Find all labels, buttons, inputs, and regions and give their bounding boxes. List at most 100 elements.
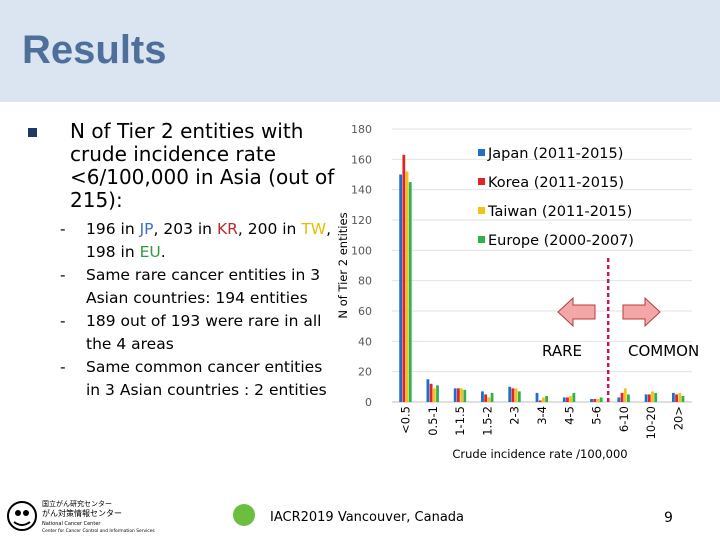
page-number: 9	[664, 510, 673, 526]
sub2-text: Same rare cancer entities in 3 Asian cou…	[86, 266, 321, 307]
y-tick-label: 20	[358, 366, 372, 379]
logo-line-3: National Cancer Center	[42, 521, 101, 527]
bar-1-7	[562, 397, 566, 402]
dash-icon: -	[60, 358, 66, 376]
x-tick-label: 1.5-2	[480, 406, 494, 436]
legend-swatch-4	[478, 236, 485, 243]
bar-4-6	[545, 395, 548, 402]
bar-1-1	[399, 174, 403, 402]
square-bullet-icon	[28, 128, 37, 137]
legend-label-4: Europe (2000-2007)	[488, 233, 634, 249]
bar-4-4	[490, 392, 494, 402]
x-tick-label: 20>	[671, 406, 685, 430]
rare-label: RARE	[542, 342, 582, 360]
bar-2-5	[511, 388, 515, 402]
main-bullet: N of Tier 2 entities with crude incidenc…	[28, 120, 338, 212]
y-axis-title: N of Tier 2 entities	[336, 212, 350, 318]
sub-bullet-3: - 189 out of 193 were rare in all the 4 …	[28, 310, 338, 356]
logo-line-4: Center for Cancer Control and Informatio…	[42, 528, 155, 534]
y-tick-label: 180	[351, 123, 372, 136]
bar-1-3	[453, 388, 457, 402]
bar-2-8	[593, 398, 597, 402]
bar-3-1	[405, 171, 409, 402]
logo-line-2: がん対策情報センター	[42, 508, 122, 518]
ncc-logo: 国立がん研究センター がん対策情報センター National Cancer Ce…	[7, 499, 155, 534]
sub-bullet-4: - Same common cancer entities in 3 Asian…	[28, 356, 338, 402]
bar-4-5	[517, 391, 521, 402]
slide-title: Results	[22, 28, 167, 72]
bar-1-2	[426, 379, 430, 402]
bar-3-9	[623, 388, 627, 402]
sub-bullet-1: - 196 in JP, 203 in KR, 200 in TW, 198 i…	[28, 218, 338, 264]
x-tick-label: 3-4	[535, 406, 549, 425]
legend-swatch-1	[478, 149, 485, 156]
sub1-kr: KR	[216, 220, 238, 238]
bar-3-10	[651, 391, 654, 402]
bar-4-11	[681, 395, 685, 402]
sub3-text: 189 out of 193 were rare in all the 4 ar…	[86, 312, 322, 353]
main-bullet-text: N of Tier 2 entities with crude incidenc…	[70, 119, 335, 212]
sub1-text-g: , 198 in	[86, 220, 332, 261]
bar-1-6	[535, 392, 539, 402]
bar-3-7	[569, 395, 573, 402]
bar-4-7	[572, 392, 576, 402]
bar-1-10	[644, 394, 648, 402]
bar-chart: 0 20 40 60 80 100 120 140 160 180 N of Tier 2 enti…	[336, 123, 699, 461]
x-tick-label: 0.5-1	[426, 406, 440, 436]
sub4-text: Same common cancer entities in 3 Asian c…	[86, 358, 327, 399]
x-tick-label: 4-5	[562, 406, 576, 425]
sub-bullets: - 196 in JP, 203 in KR, 200 in TW, 198 i…	[28, 218, 338, 402]
bar-4-8	[599, 397, 603, 402]
bar-2-7	[566, 397, 569, 402]
y-tick-label: 100	[351, 244, 372, 257]
y-tick-label: 60	[358, 305, 372, 318]
bar-3-4	[487, 397, 491, 402]
footer-text: IACR2019 Vancouver, Canada	[270, 510, 465, 525]
bar-3-8	[596, 398, 600, 402]
legend-swatch-2	[478, 178, 485, 185]
sub1-tw: TW	[301, 220, 327, 238]
bar-1-5	[508, 386, 512, 402]
sub-bullet-2: - Same rare cancer entities in 3 Asian c…	[28, 264, 338, 310]
dash-icon: -	[60, 266, 66, 284]
bar-2-1	[402, 154, 406, 402]
bar-4-1	[408, 182, 412, 402]
iacr-logo-icon	[233, 504, 255, 526]
bar-3-11	[678, 392, 682, 402]
bar-2-3	[456, 388, 460, 402]
left-arrow-icon	[557, 296, 596, 328]
logo-line-1: 国立がん研究センター	[42, 499, 112, 508]
bar-4-2	[436, 385, 439, 402]
sub1-text-c: , 203 in	[153, 220, 217, 238]
bar-2-2	[429, 383, 433, 402]
sub1-text-a: 196 in	[86, 220, 140, 238]
bar-2-9	[620, 392, 624, 402]
bar-2-4	[484, 394, 488, 402]
x-tick-label: 10-20	[644, 406, 658, 439]
y-tick-label: 120	[351, 214, 372, 227]
x-tick-label: 2-3	[508, 406, 522, 425]
dash-icon: -	[60, 312, 66, 330]
sub1-text-e: , 200 in	[237, 220, 302, 238]
bullet-list: N of Tier 2 entities with crude incidenc…	[28, 120, 338, 402]
common-label: COMMON	[628, 342, 699, 360]
y-tick-label: 160	[351, 153, 372, 166]
x-tick-label: <0.5	[399, 406, 413, 434]
y-tick-label: 40	[358, 335, 372, 348]
legend-label-1: Japan (2011-2015)	[487, 146, 623, 162]
bar-2-10	[647, 394, 651, 402]
bar-4-9	[627, 394, 630, 402]
bar-1-11	[671, 392, 675, 402]
bar-1-8	[590, 398, 593, 402]
sub1-eu: EU	[139, 243, 161, 261]
bar-1-4	[481, 391, 484, 402]
x-tick-label: 6-10	[617, 406, 631, 432]
right-arrow-icon	[622, 296, 661, 328]
dash-icon: -	[60, 220, 66, 238]
legend-label-2: Korea (2011-2015)	[488, 175, 624, 191]
legend-label-3: Taiwan (2011-2015)	[487, 204, 632, 220]
bar-2-6	[538, 400, 542, 402]
bar-3-6	[542, 397, 545, 402]
y-tick-label: 80	[358, 275, 372, 288]
bar-4-10	[654, 392, 658, 402]
